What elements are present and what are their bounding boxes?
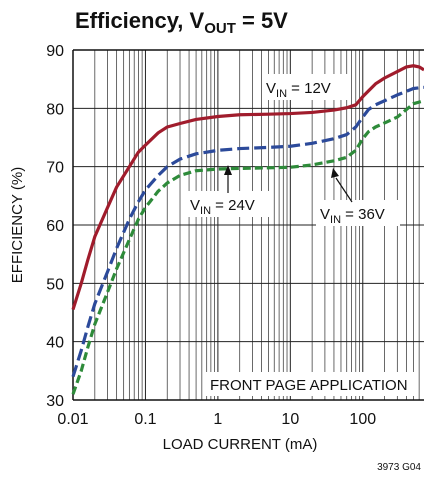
y-tick-label: 40 [46,335,64,352]
x-tick-label: 10 [281,411,299,428]
x-axis-label: LOAD CURRENT (mA) [163,436,318,453]
x-tick-label: 100 [349,411,376,428]
x-tick-label: 0.01 [57,411,88,428]
y-tick-label: 90 [46,43,64,60]
x-tick-label: 0.1 [134,411,156,428]
chart-title: Efficiency, VOUT = 5V [75,8,288,37]
y-tick-label: 60 [46,218,64,235]
figure-code: 3973 G04 [377,462,421,473]
y-tick-label: 50 [46,276,64,293]
x-tick-label: 1 [213,411,222,428]
y-tick-label: 80 [46,101,64,118]
annotation-front-page-application: FRONT PAGE APPLICATION [210,377,408,394]
y-axis-label: EFFICIENCY (%) [9,167,26,283]
y-tick-label: 70 [46,160,64,177]
y-tick-label: 30 [46,393,64,410]
